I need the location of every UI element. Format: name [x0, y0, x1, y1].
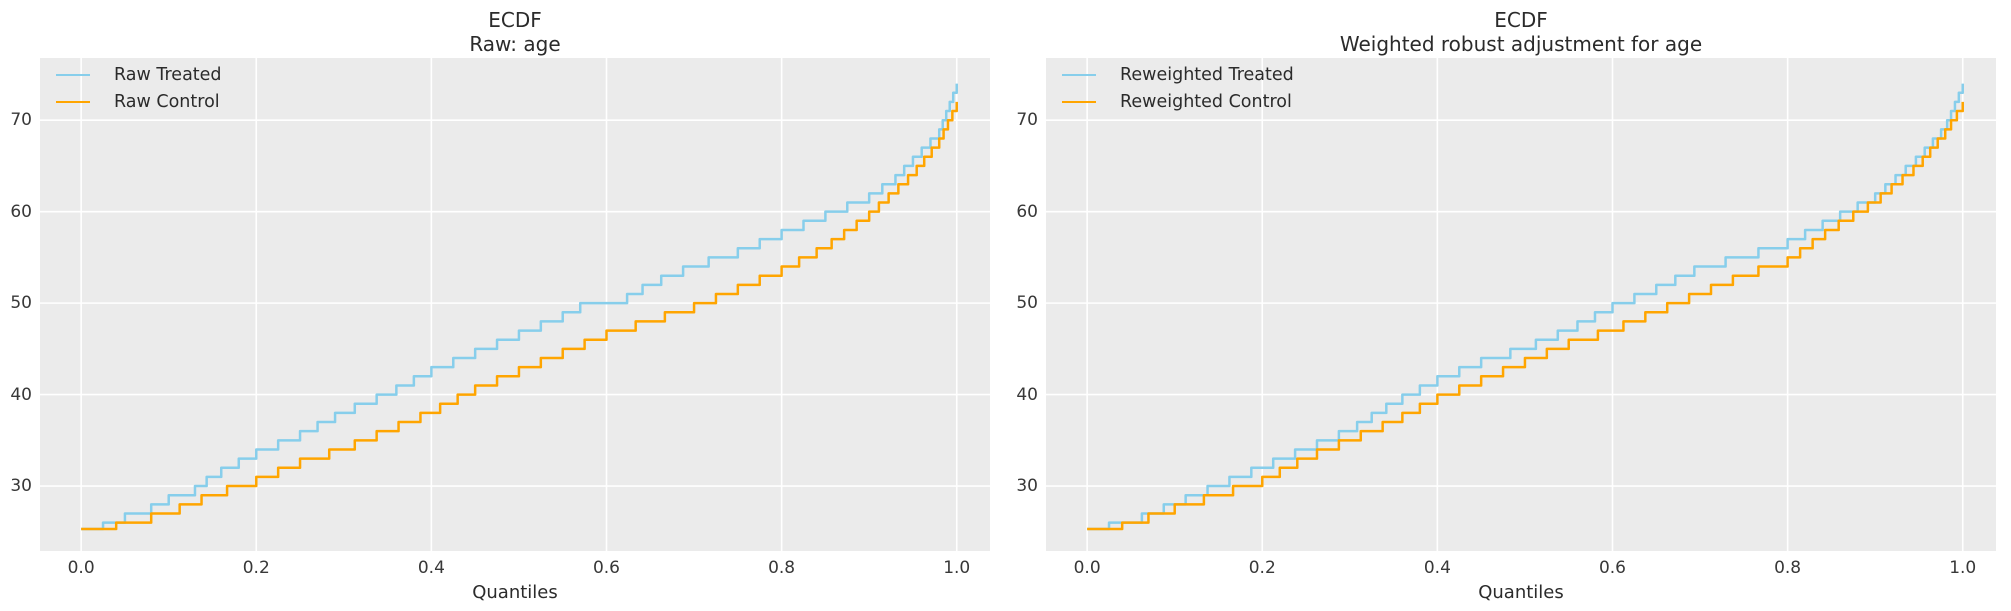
- plot-area: Reweighted Treated Reweighted Control: [1046, 58, 1996, 551]
- legend-line-swatch: [1062, 73, 1096, 76]
- legend-label: Raw Treated: [114, 64, 222, 85]
- ecdf-plot-canvas: [40, 58, 990, 551]
- y-tick-label: 40: [10, 384, 32, 405]
- chart-weighted: ECDF Weighted robust adjustment for age …: [1006, 0, 2011, 611]
- chart-title: ECDF Raw: age: [40, 8, 990, 56]
- ecdf-step-line: [1087, 101, 1964, 531]
- y-tick-label: 60: [1016, 201, 1038, 222]
- x-tick-label: 0.4: [1423, 558, 1451, 578]
- legend-line-swatch: [56, 100, 90, 103]
- y-tick-label: 70: [10, 110, 32, 131]
- legend-label: Reweighted Control: [1120, 91, 1292, 112]
- x-tick-label: 0.8: [1774, 558, 1802, 578]
- legend-line-swatch: [1062, 100, 1096, 103]
- y-tick-label: 30: [10, 476, 32, 497]
- legend-item: Reweighted Control: [1062, 89, 1294, 114]
- x-tick-label: 1.0: [1949, 558, 1977, 578]
- legend-line-swatch: [56, 73, 90, 76]
- chart-title-line2: Raw: age: [469, 32, 561, 56]
- ecdf-step-line: [81, 83, 958, 531]
- legend: Raw Treated Raw Control: [56, 62, 222, 114]
- y-tick-label: 70: [1016, 110, 1038, 131]
- x-tick-label: 0.2: [242, 558, 270, 578]
- legend-item: Raw Treated: [56, 62, 222, 87]
- x-tick-label: 0.2: [1248, 558, 1276, 578]
- x-tick-label: 0.0: [67, 558, 95, 578]
- y-tick-label: 40: [1016, 384, 1038, 405]
- chart-raw: ECDF Raw: age Raw Treated Raw Control Qua…: [0, 0, 1005, 611]
- legend: Reweighted Treated Reweighted Control: [1062, 62, 1294, 114]
- ecdf-plot-canvas: [1046, 58, 1996, 551]
- legend-label: Raw Control: [114, 91, 220, 112]
- y-tick-label: 30: [1016, 476, 1038, 497]
- y-tick-label: 50: [1016, 293, 1038, 314]
- legend-item: Raw Control: [56, 89, 222, 114]
- plot-area: Raw Treated Raw Control: [40, 58, 990, 551]
- x-tick-label: 0.6: [592, 558, 620, 578]
- legend-item: Reweighted Treated: [1062, 62, 1294, 87]
- x-tick-label: 0.6: [1598, 558, 1626, 578]
- x-tick-label: 0.8: [768, 558, 796, 578]
- x-axis-label: Quantiles: [472, 582, 558, 603]
- y-tick-label: 50: [10, 293, 32, 314]
- chart-title-line2: Weighted robust adjustment for age: [1339, 32, 1703, 56]
- chart-title: ECDF Weighted robust adjustment for age: [1046, 8, 1996, 56]
- x-axis-label: Quantiles: [1478, 582, 1564, 603]
- legend-label: Reweighted Treated: [1120, 64, 1294, 85]
- x-tick-label: 0.4: [417, 558, 445, 578]
- y-tick-label: 60: [10, 201, 32, 222]
- chart-title-line1: ECDF: [1494, 8, 1548, 32]
- x-tick-label: 0.0: [1073, 558, 1101, 578]
- ecdf-step-line: [81, 101, 958, 531]
- x-tick-label: 1.0: [943, 558, 971, 578]
- chart-title-line1: ECDF: [488, 8, 542, 32]
- ecdf-step-line: [1087, 83, 1964, 531]
